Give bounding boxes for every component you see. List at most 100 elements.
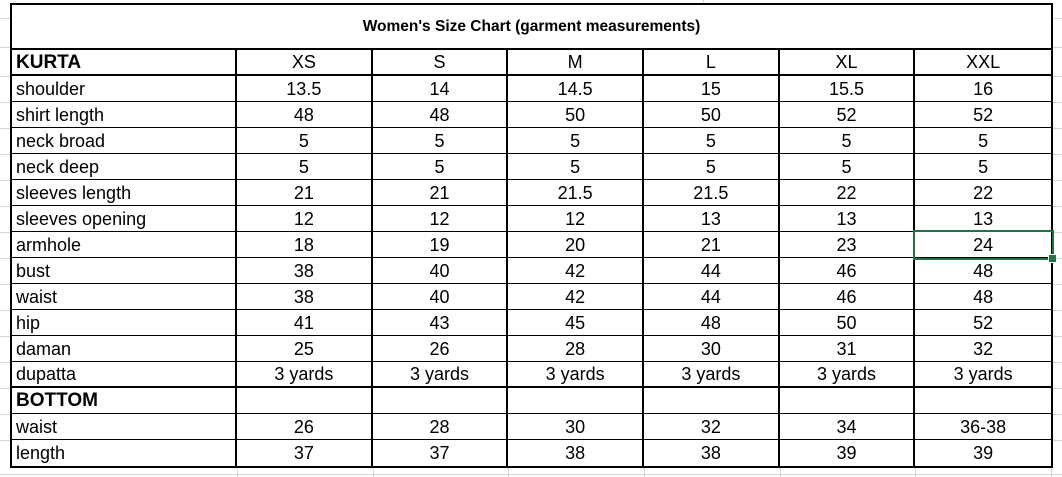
column-header-m[interactable]: M — [508, 50, 644, 76]
fill-handle[interactable] — [1048, 254, 1057, 263]
cell-bottom-xs[interactable] — [237, 388, 373, 414]
cell-shirt-length-m[interactable]: 50 — [508, 102, 644, 128]
cell-bottom-m[interactable] — [508, 388, 644, 414]
cell-length-xs[interactable]: 37 — [237, 440, 373, 466]
column-header-xxl[interactable]: XXL — [915, 50, 1051, 76]
cell-neck-deep-xl[interactable]: 5 — [779, 154, 916, 180]
cell-hip-xs[interactable]: 41 — [237, 310, 373, 336]
cell-shoulder-xxl[interactable]: 16 — [915, 76, 1051, 102]
cell-dupatta-xl[interactable]: 3 yards — [779, 362, 916, 388]
cell-sleeves-opening-xxl[interactable]: 13 — [915, 206, 1051, 232]
cell-dupatta-m[interactable]: 3 yards — [508, 362, 644, 388]
cell-daman-m[interactable]: 28 — [508, 336, 644, 362]
cell-sleeves-length-xxl[interactable]: 22 — [915, 180, 1051, 206]
cell-neck-broad-xl[interactable]: 5 — [779, 128, 916, 154]
cell-bottom-xl[interactable] — [779, 388, 916, 414]
cell-shirt-length-l[interactable]: 50 — [644, 102, 780, 128]
cell-shirt-length-xl[interactable]: 52 — [779, 102, 916, 128]
row-label-sleeves-opening[interactable]: sleeves opening — [12, 206, 237, 232]
row-label-hip[interactable]: hip — [12, 310, 237, 336]
row-label-neck-deep[interactable]: neck deep — [12, 154, 237, 180]
row-label-shirt-length[interactable]: shirt length — [12, 102, 237, 128]
cell-neck-deep-xxl[interactable]: 5 — [915, 154, 1051, 180]
cell-length-s[interactable]: 37 — [373, 440, 509, 466]
cell-daman-xxl[interactable]: 32 — [915, 336, 1051, 362]
cell-neck-deep-m[interactable]: 5 — [508, 154, 644, 180]
cell-sleeves-opening-m[interactable]: 12 — [508, 206, 644, 232]
cell-sleeves-opening-s[interactable]: 12 — [372, 206, 509, 232]
cell-neck-deep-s[interactable]: 5 — [372, 154, 509, 180]
cell-dupatta-s[interactable]: 3 yards — [372, 362, 509, 388]
cell-waist-xl[interactable]: 34 — [779, 414, 916, 440]
cell-daman-s[interactable]: 26 — [372, 336, 509, 362]
cell-daman-xl[interactable]: 31 — [779, 336, 916, 362]
cell-waist-m[interactable]: 42 — [508, 284, 644, 310]
cell-dupatta-l[interactable]: 3 yards — [644, 362, 780, 388]
cell-sleeves-opening-l[interactable]: 13 — [644, 206, 780, 232]
cell-shirt-length-xxl[interactable]: 52 — [915, 102, 1051, 128]
cell-neck-broad-xs[interactable]: 5 — [237, 128, 373, 154]
cell-bust-xxl[interactable]: 48 — [915, 258, 1051, 284]
cell-neck-broad-s[interactable]: 5 — [372, 128, 509, 154]
cell-waist-s[interactable]: 40 — [372, 284, 509, 310]
cell-waist-l[interactable]: 32 — [644, 414, 780, 440]
cell-waist-l[interactable]: 44 — [644, 284, 780, 310]
cell-length-m[interactable]: 38 — [508, 440, 644, 466]
cell-waist-m[interactable]: 30 — [508, 414, 644, 440]
cell-sleeves-length-l[interactable]: 21.5 — [644, 180, 780, 206]
cell-sleeves-length-s[interactable]: 21 — [372, 180, 509, 206]
cell-shirt-length-xs[interactable]: 48 — [237, 102, 373, 128]
cell-bust-l[interactable]: 44 — [644, 258, 780, 284]
cell-daman-xs[interactable]: 25 — [237, 336, 373, 362]
selected-cell-outline[interactable] — [913, 230, 1057, 263]
cell-waist-xl[interactable]: 46 — [779, 284, 916, 310]
cell-waist-xs[interactable]: 38 — [237, 284, 373, 310]
row-label-waist[interactable]: waist — [12, 284, 237, 310]
row-label-neck-broad[interactable]: neck broad — [12, 128, 237, 154]
cell-armhole-l[interactable]: 21 — [644, 232, 780, 258]
cell-sleeves-opening-xl[interactable]: 13 — [779, 206, 916, 232]
cell-waist-xs[interactable]: 26 — [237, 414, 373, 440]
cell-waist-s[interactable]: 28 — [372, 414, 509, 440]
row-label-shoulder[interactable]: shoulder — [12, 76, 237, 102]
cell-armhole-s[interactable]: 19 — [372, 232, 509, 258]
row-label-length[interactable]: length — [12, 440, 237, 466]
cell-shoulder-m[interactable]: 14.5 — [508, 76, 644, 102]
cell-bust-s[interactable]: 40 — [372, 258, 509, 284]
cell-sleeves-opening-xs[interactable]: 12 — [237, 206, 373, 232]
section-header-kurta[interactable]: KURTA — [12, 50, 237, 76]
row-label-daman[interactable]: daman — [12, 336, 237, 362]
cell-armhole-xxl[interactable]: 24 — [915, 232, 1051, 258]
cell-shoulder-l[interactable]: 15 — [644, 76, 780, 102]
column-header-xl[interactable]: XL — [779, 50, 916, 76]
cell-bottom-s[interactable] — [372, 388, 509, 414]
cell-armhole-xs[interactable]: 18 — [237, 232, 373, 258]
cell-shoulder-xl[interactable]: 15.5 — [779, 76, 916, 102]
cell-bottom-xxl[interactable] — [915, 388, 1051, 414]
cell-armhole-m[interactable]: 20 — [508, 232, 644, 258]
cell-neck-broad-xxl[interactable]: 5 — [915, 128, 1051, 154]
cell-hip-s[interactable]: 43 — [372, 310, 509, 336]
cell-length-xl[interactable]: 39 — [780, 440, 916, 466]
column-header-xs[interactable]: XS — [237, 50, 373, 76]
column-header-s[interactable]: S — [372, 50, 509, 76]
cell-shoulder-xs[interactable]: 13.5 — [237, 76, 373, 102]
row-label-waist[interactable]: waist — [12, 414, 237, 440]
cell-neck-broad-m[interactable]: 5 — [508, 128, 644, 154]
cell-hip-m[interactable]: 45 — [508, 310, 644, 336]
row-label-dupatta[interactable]: dupatta — [12, 362, 237, 388]
cell-length-xxl[interactable]: 39 — [973, 443, 994, 463]
row-label-armhole[interactable]: armhole — [12, 232, 237, 258]
cell-hip-xl[interactable]: 50 — [779, 310, 916, 336]
row-label-sleeves-length[interactable]: sleeves length — [12, 180, 237, 206]
cell-bust-xl[interactable]: 46 — [779, 258, 916, 284]
cell-dupatta-xs[interactable]: 3 yards — [237, 362, 373, 388]
row-label-bust[interactable]: bust — [12, 258, 237, 284]
cell-sleeves-length-xs[interactable]: 21 — [237, 180, 373, 206]
cell-waist-xxl[interactable]: 48 — [915, 284, 1051, 310]
cell-bottom-l[interactable] — [644, 388, 780, 414]
column-header-l[interactable]: L — [644, 50, 780, 76]
cell-neck-deep-l[interactable]: 5 — [644, 154, 780, 180]
cell-sleeves-length-m[interactable]: 21.5 — [508, 180, 644, 206]
cell-dupatta-xxl[interactable]: 3 yards — [915, 362, 1051, 388]
